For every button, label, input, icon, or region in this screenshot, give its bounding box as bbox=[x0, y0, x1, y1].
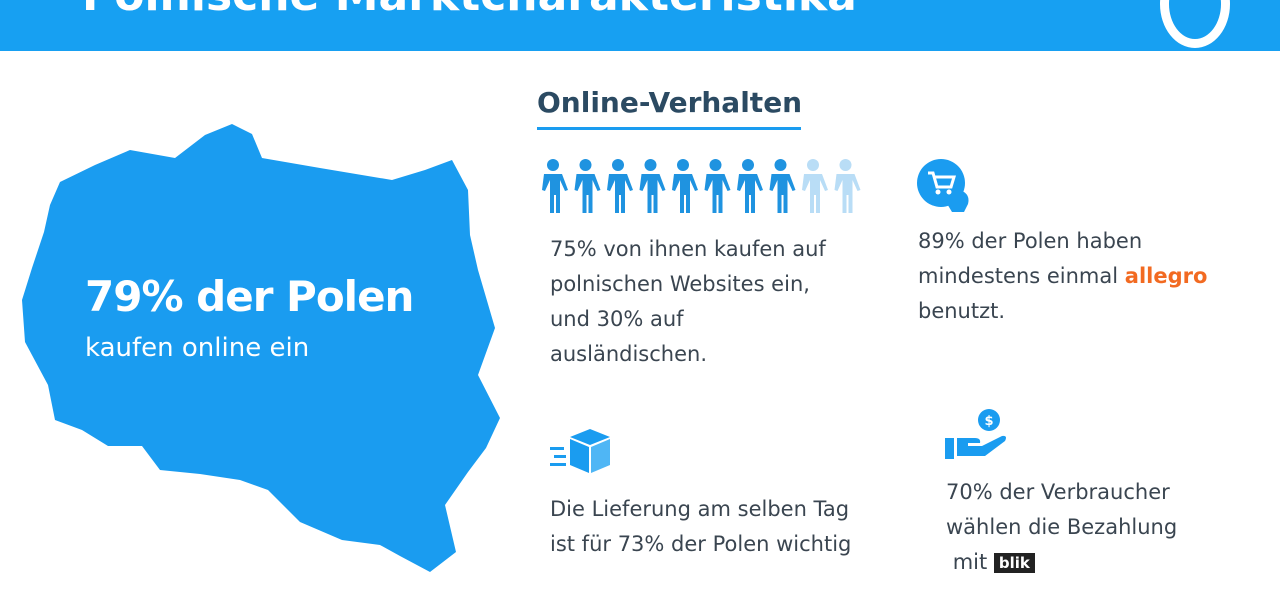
person-icon-filled bbox=[542, 159, 568, 213]
person-icon-empty bbox=[802, 159, 828, 213]
fact-line: ausländischen. bbox=[550, 342, 707, 366]
delivery-box-icon bbox=[550, 429, 610, 473]
fact-line: polnischen Websites ein, bbox=[550, 272, 810, 296]
fact-line: 70% der Verbraucher bbox=[946, 480, 1170, 504]
person-icon-filled bbox=[639, 159, 666, 213]
person-icon-filled bbox=[672, 159, 698, 213]
person-icon-filled bbox=[574, 159, 601, 213]
person-icon-filled bbox=[737, 159, 763, 213]
map-headline: 79% der Polen bbox=[85, 272, 414, 321]
person-icon-filled bbox=[769, 159, 796, 213]
fact-online-shopping: 75% von ihnen kaufen auf polnischen Webs… bbox=[550, 232, 826, 372]
page-title: Polnische Marktcharakteristika bbox=[82, 0, 857, 21]
section-underline bbox=[537, 127, 801, 130]
fact-line: wählen die Bezahlung bbox=[946, 515, 1178, 539]
allegro-logo: allegro bbox=[1124, 264, 1208, 288]
fact-line: mit bbox=[952, 550, 988, 574]
payment-hand-icon: $ bbox=[945, 409, 1006, 459]
fact-line: 75% von ihnen kaufen auf bbox=[550, 237, 826, 261]
fact-line: Die Lieferung am selben Tag bbox=[550, 497, 850, 521]
fact-line: und 30% auf bbox=[550, 307, 684, 331]
shopping-cart-icon bbox=[917, 159, 969, 212]
fact-line: 89% der Polen haben bbox=[918, 229, 1143, 253]
map-subline: kaufen online ein bbox=[85, 333, 310, 363]
person-icon-filled bbox=[607, 159, 633, 213]
person-icon-filled bbox=[704, 159, 731, 213]
fact-allegro: 89% der Polen haben mindestens einmal al… bbox=[918, 224, 1207, 329]
people-pictogram bbox=[542, 159, 861, 213]
section-title: Online-Verhalten bbox=[537, 86, 803, 119]
person-icon-empty bbox=[834, 159, 861, 213]
logo-ring-icon bbox=[1160, 0, 1230, 48]
fact-blik: 70% der Verbraucher wählen die Bezahlung… bbox=[946, 475, 1177, 580]
fact-delivery: Die Lieferung am selben Tag ist für 73% … bbox=[550, 492, 851, 562]
header-bar: Polnische Marktcharakteristika bbox=[0, 0, 1280, 51]
fact-line: ist für 73% der Polen wichtig bbox=[550, 532, 852, 556]
fact-line: benutzt. bbox=[918, 299, 1006, 323]
fact-line: mindestens einmal bbox=[918, 264, 1119, 288]
blik-logo: blik bbox=[993, 553, 1035, 573]
svg-text:$: $ bbox=[984, 414, 993, 429]
poland-map bbox=[22, 124, 500, 572]
